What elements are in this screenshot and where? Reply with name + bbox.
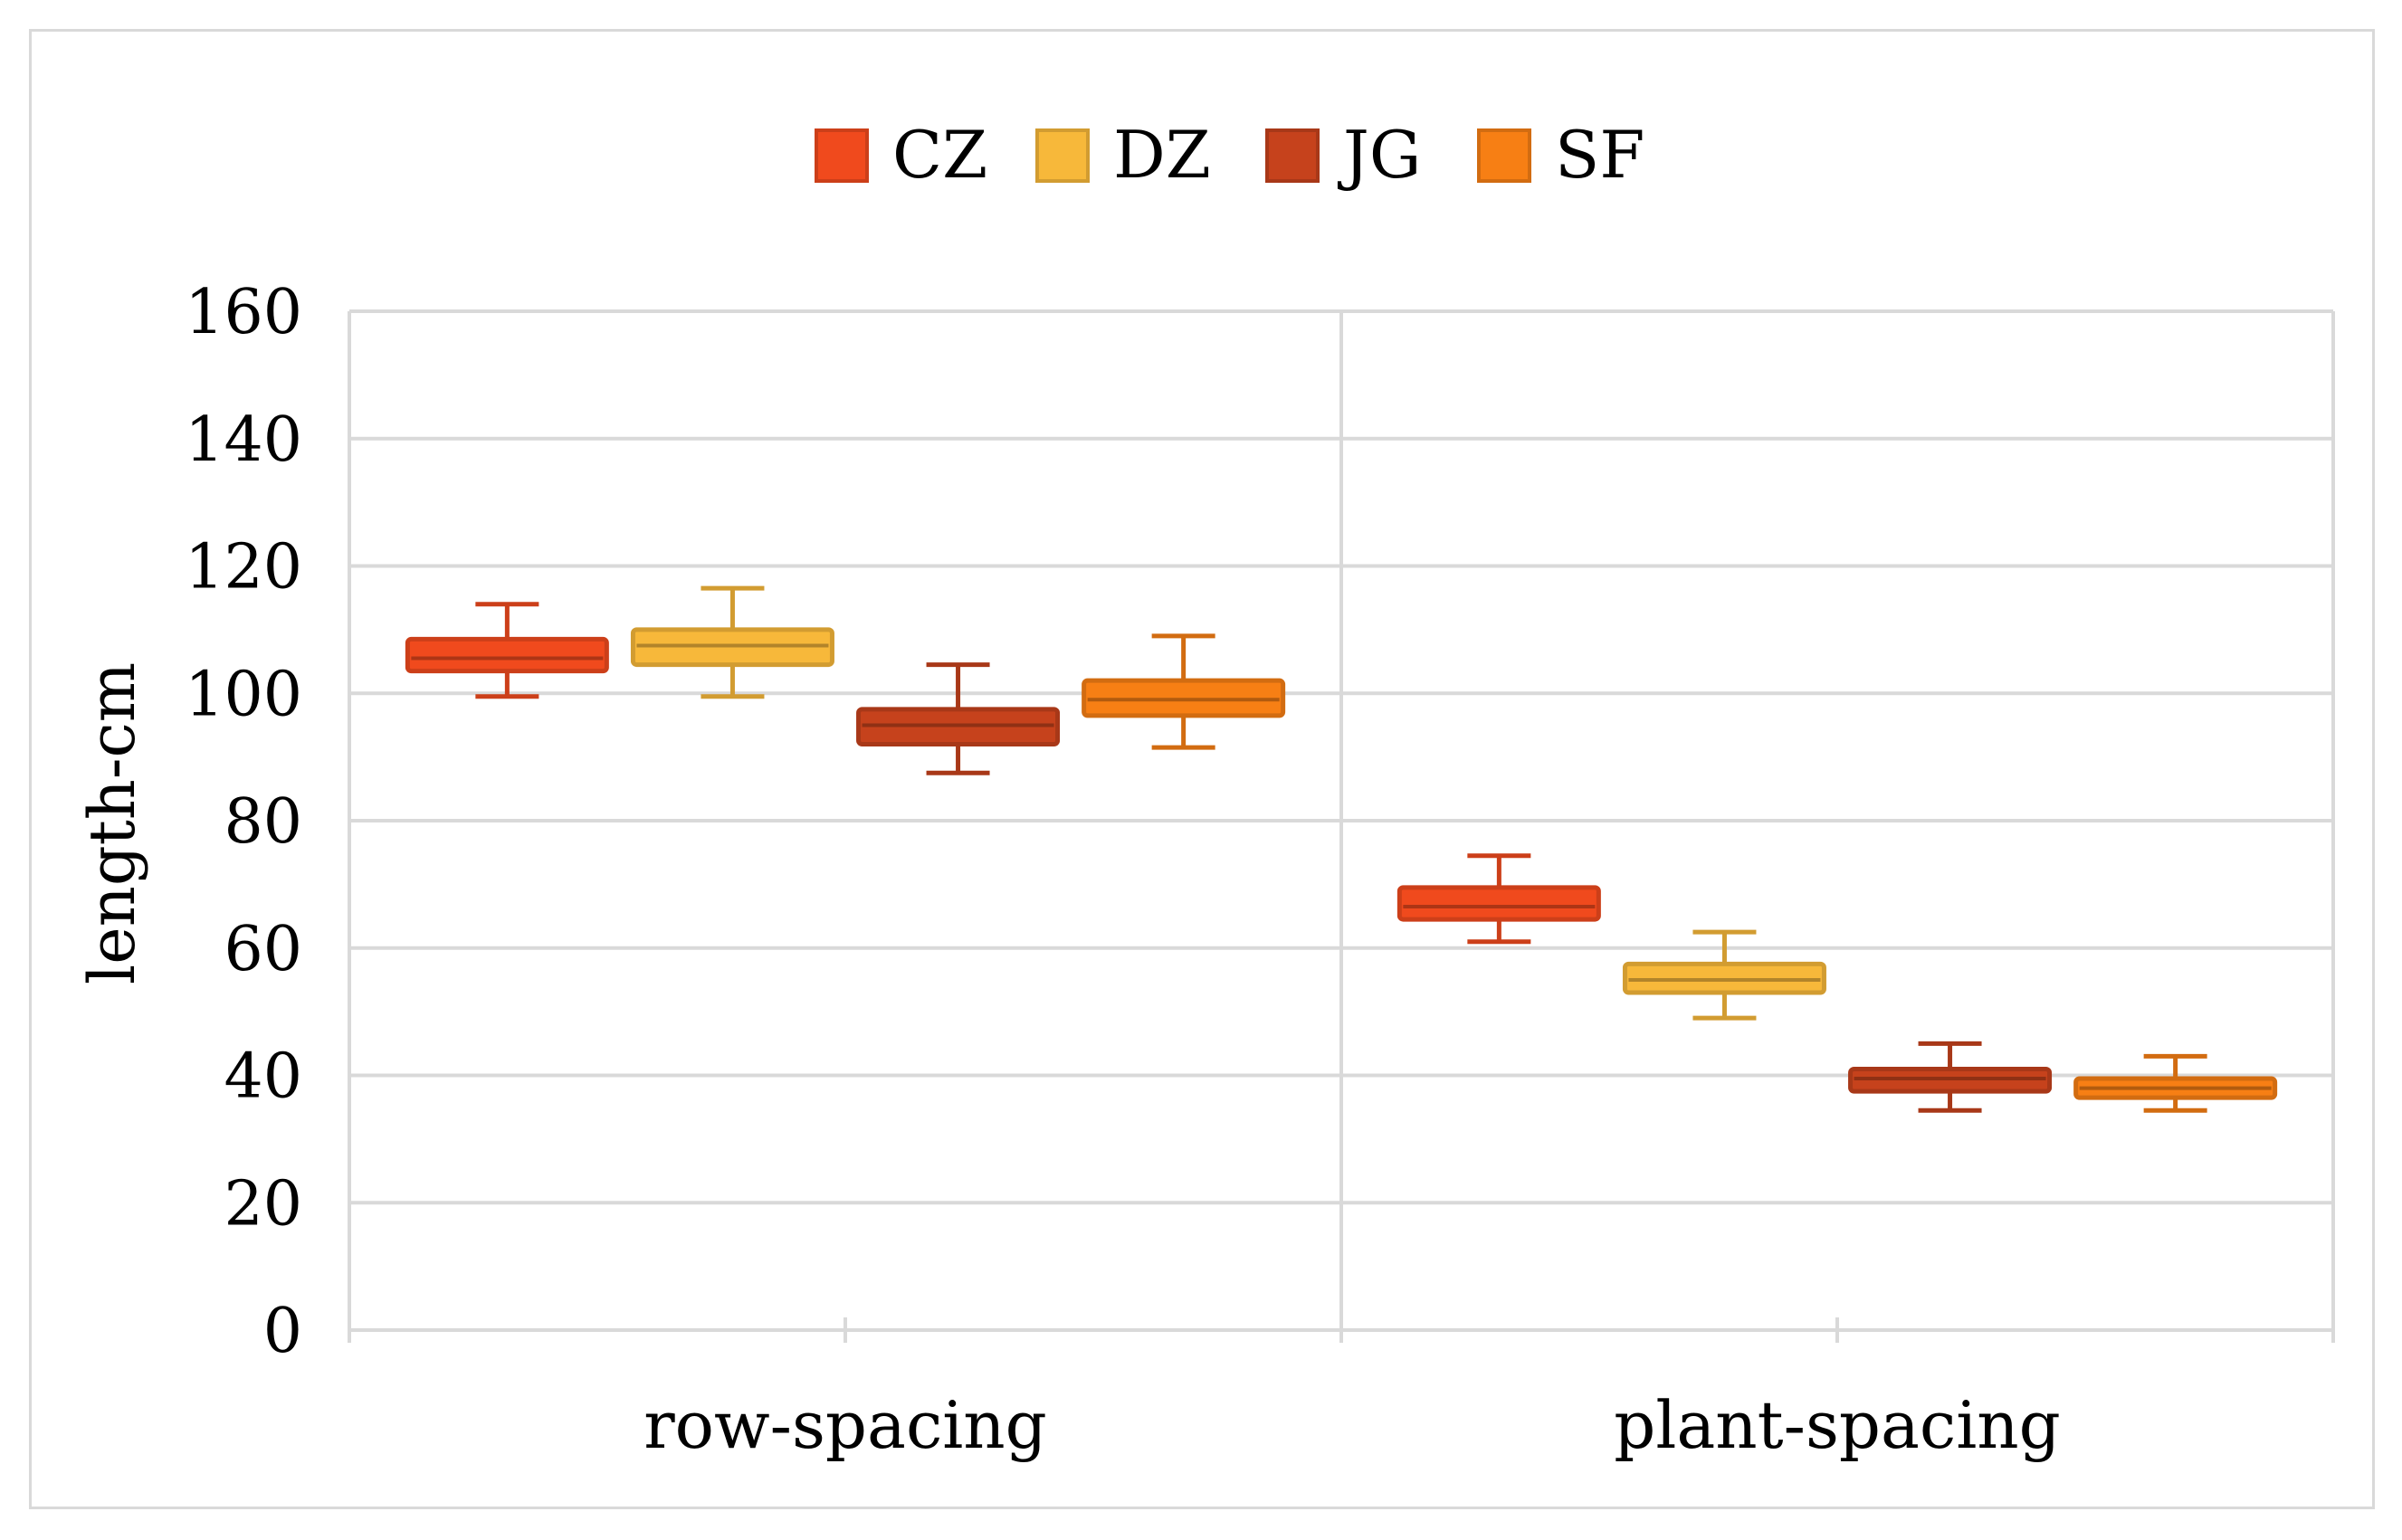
x-category-label-plant-spacing: plant-spacing <box>1614 1387 2060 1463</box>
legend-swatch-JG <box>1265 128 1320 183</box>
y-tick-label-120: 120 <box>185 532 302 604</box>
box-DZ-plant-spacing <box>1622 929 1826 1021</box>
x-category-label-row-spacing: row-spacing <box>643 1387 1047 1463</box>
legend-item-JG: JG <box>1265 117 1421 193</box>
grid-layer <box>348 309 2335 1343</box>
y-tick-label-160: 160 <box>185 277 302 348</box>
box-series-layer <box>405 585 2278 1113</box>
y-tick-label-80: 80 <box>224 786 302 858</box>
y-tick-label-0: 0 <box>263 1296 302 1367</box>
box-SF-plant-spacing <box>2073 1053 2278 1113</box>
legend-swatch-DZ <box>1035 128 1090 183</box>
legend-swatch-CZ <box>815 128 869 183</box>
legend-label-SF: SF <box>1555 117 1644 193</box>
y-tick-label-20: 20 <box>224 1168 302 1240</box>
y-axis-tick-labels: 0 20 40 60 80 100 120 140 160 <box>185 277 302 1367</box>
box-CZ-plant-spacing <box>1396 853 1601 945</box>
y-tick-label-140: 140 <box>185 404 302 476</box>
box-iqr <box>1396 885 1601 922</box>
box-DZ-row-spacing <box>630 585 834 699</box>
chart-frame <box>29 29 2375 1509</box>
legend-item-DZ: DZ <box>1035 117 1211 193</box>
y-tick-label-100: 100 <box>185 659 302 730</box>
legend-label-DZ: DZ <box>1113 117 1211 193</box>
legend-item-CZ: CZ <box>815 117 987 193</box>
box-JG-row-spacing <box>856 662 1061 775</box>
box-SF-row-spacing <box>1082 633 1286 750</box>
y-axis-label: length-cm <box>75 662 149 984</box>
box-JG-plant-spacing <box>1848 1041 2053 1113</box>
legend-label-JG: JG <box>1337 117 1421 193</box>
legend-label-CZ: CZ <box>892 117 987 193</box>
legend: CZ DZ JG SF <box>815 117 1644 193</box>
y-tick-label-40: 40 <box>224 1041 302 1113</box>
x-axis-category-labels: row-spacing plant-spacing <box>643 1387 2060 1463</box>
box-CZ-row-spacing <box>405 602 609 699</box>
box-iqr <box>405 636 609 674</box>
legend-swatch-SF <box>1477 128 1531 183</box>
legend-item-SF: SF <box>1477 117 1644 193</box>
y-tick-label-60: 60 <box>224 914 302 985</box>
